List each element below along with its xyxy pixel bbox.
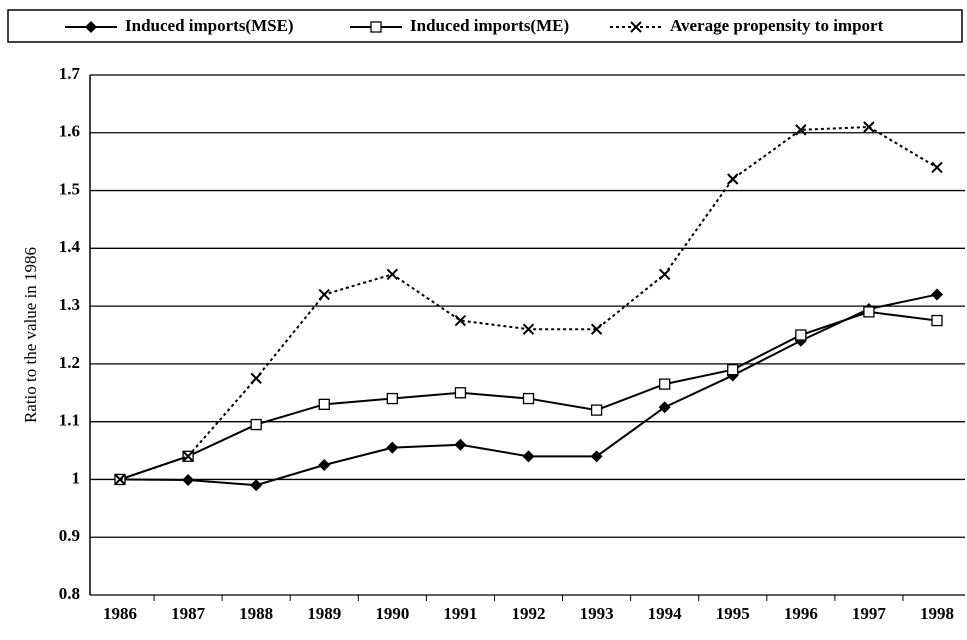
marker: [454, 314, 467, 327]
marker: [931, 161, 943, 174]
marker: [318, 288, 330, 301]
x-tick-label: 1998: [920, 604, 954, 623]
marker: [386, 392, 398, 405]
marker: [318, 398, 330, 410]
marker: [250, 479, 263, 492]
marker: [658, 268, 671, 281]
y-tick-label: 1.5: [59, 179, 80, 198]
legend-label: Induced imports(ME): [410, 16, 569, 35]
y-tick-label: 0.9: [59, 526, 80, 545]
x-tick-label: 1990: [375, 604, 409, 623]
y-tick-label: 1.6: [59, 122, 80, 141]
marker: [863, 121, 875, 133]
marker: [454, 387, 467, 399]
legend-box: [7, 9, 963, 43]
marker: [522, 323, 535, 335]
marker: [590, 450, 603, 463]
x-tick-label: 1993: [580, 604, 614, 623]
y-tick-label: 1.2: [59, 353, 80, 372]
marker: [182, 450, 194, 463]
y-tick-label: 1.7: [59, 64, 81, 83]
marker: [454, 438, 467, 451]
y-tick-label: 1.3: [59, 295, 80, 314]
x-tick-label: 1994: [648, 604, 683, 623]
y-tick-label: 0.8: [59, 584, 80, 603]
x-tick-label: 1988: [239, 604, 273, 623]
x-tick-label: 1986: [103, 604, 137, 623]
y-tick-label: 1: [72, 468, 81, 487]
x-tick-label: 1992: [512, 604, 546, 623]
marker: [658, 401, 671, 414]
legend-marker: [630, 21, 642, 33]
marker: [727, 364, 739, 376]
marker: [522, 392, 535, 405]
legend-label: Average propensity to import: [670, 16, 884, 35]
marker: [250, 372, 262, 385]
marker: [318, 459, 331, 471]
marker: [727, 173, 739, 185]
marker: [931, 314, 943, 327]
legend-marker: [370, 21, 382, 33]
marker: [795, 124, 807, 136]
marker: [795, 329, 807, 341]
legend-marker: [85, 21, 97, 33]
x-tick-label: 1987: [171, 604, 206, 623]
marker: [386, 441, 399, 454]
marker: [522, 450, 535, 463]
y-tick-label: 1.1: [59, 411, 80, 430]
marker: [863, 306, 875, 318]
x-tick-label: 1991: [443, 604, 477, 623]
series-line: [119, 125, 938, 481]
marker: [931, 288, 943, 301]
marker: [250, 418, 262, 431]
marker: [590, 323, 603, 335]
marker: [659, 378, 671, 390]
x-tick-label: 1995: [716, 604, 750, 623]
marker: [590, 404, 603, 416]
y-tick-label: 1.4: [59, 237, 81, 256]
x-tick-label: 1996: [784, 604, 818, 623]
marker: [386, 268, 399, 281]
y-axis-label: Ratio to the value in 1986: [21, 247, 40, 423]
marker: [114, 473, 126, 486]
marker: [182, 474, 195, 487]
x-tick-label: 1989: [307, 604, 341, 623]
legend-label: Induced imports(MSE): [125, 16, 294, 35]
x-tick-label: 1997: [852, 604, 887, 623]
